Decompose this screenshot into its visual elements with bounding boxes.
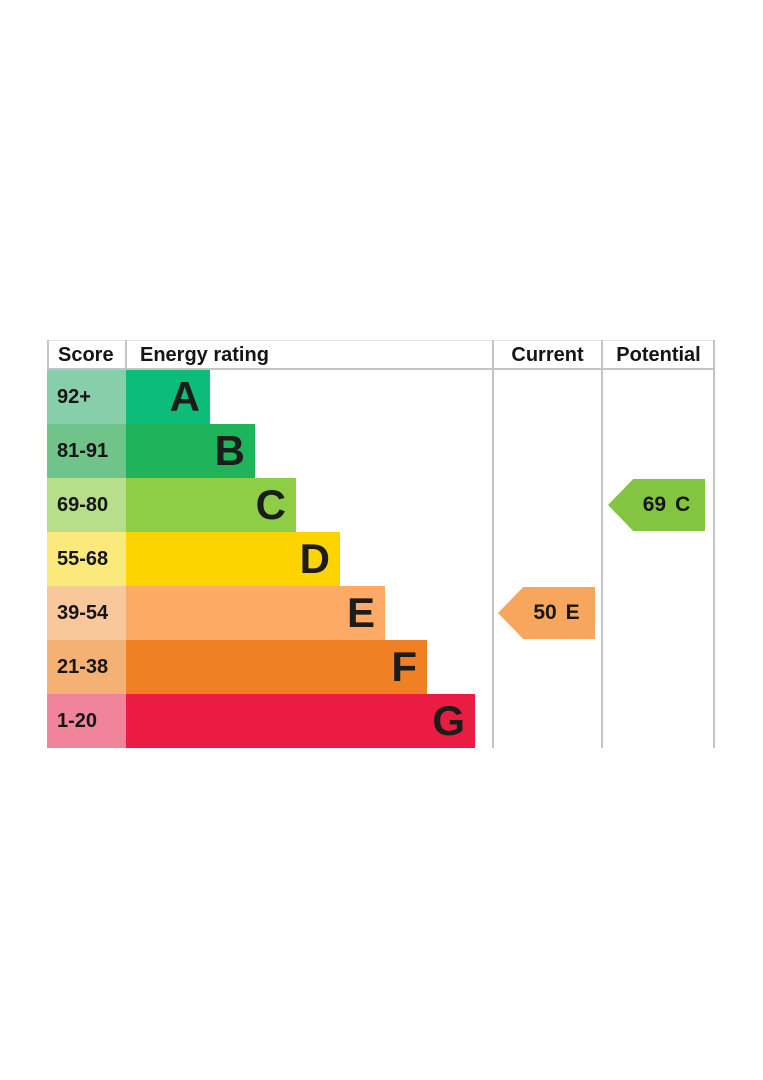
band-row-c: 69-80 C <box>47 478 715 532</box>
score-range-a: 92+ <box>47 370 126 424</box>
score-range-g: 1-20 <box>47 694 126 748</box>
rating-bar-g: G <box>126 694 475 748</box>
score-range-e: 39-54 <box>47 586 126 640</box>
rating-bar-c: C <box>126 478 296 532</box>
score-range-d: 55-68 <box>47 532 126 586</box>
score-range-b: 81-91 <box>47 424 126 478</box>
rating-bar-e: E <box>126 586 385 640</box>
chart-header-row: Score Energy rating Current Potential <box>47 340 715 370</box>
header-potential: Potential <box>616 343 701 366</box>
band-row-d: 55-68 D <box>47 532 715 586</box>
grid-line-left <box>47 340 49 370</box>
rating-bar-b: B <box>126 424 255 478</box>
header-current: Current <box>511 343 584 366</box>
grid-line-right <box>713 340 715 748</box>
score-range-c: 69-80 <box>47 478 126 532</box>
grid-line-score-rating <box>125 340 127 370</box>
epc-rating-chart: Score Energy rating Current Potential 92… <box>47 340 715 748</box>
band-row-g: 1-20 G <box>47 694 715 748</box>
band-letter-c: C <box>255 481 286 528</box>
potential-rating-letter: C <box>675 493 691 516</box>
band-letter-e: E <box>346 589 375 636</box>
band-row-f: 21-38 F <box>47 640 715 694</box>
band-letter-b: B <box>214 427 245 474</box>
band-row-b: 81-91 B <box>47 424 715 478</box>
score-range-f: 21-38 <box>47 640 126 694</box>
potential-rating-value: 69 <box>642 493 667 516</box>
rating-bar-d: D <box>126 532 340 586</box>
band-letter-f: F <box>391 643 417 690</box>
current-rating-letter: E <box>565 601 580 624</box>
header-score: Score <box>58 343 114 366</box>
rating-bar-a: A <box>126 370 210 424</box>
header-energy-rating: Energy rating <box>140 343 269 366</box>
band-row-e: 39-54 E <box>47 586 715 640</box>
band-row-a: 92+ A <box>47 370 715 424</box>
rating-bar-f: F <box>126 640 427 694</box>
band-letter-d: D <box>299 535 330 582</box>
band-letter-g: G <box>432 697 465 744</box>
current-rating-value: 50 <box>533 601 557 624</box>
grid-line-rating-current <box>492 340 494 748</box>
epc-band-rows: 92+ A 81-91 B 69-80 C 55-68 D 39-54 E 21-38 F 1-20 G <box>47 370 715 748</box>
band-letter-a: A <box>169 373 200 420</box>
grid-line-current-potential <box>601 340 603 748</box>
